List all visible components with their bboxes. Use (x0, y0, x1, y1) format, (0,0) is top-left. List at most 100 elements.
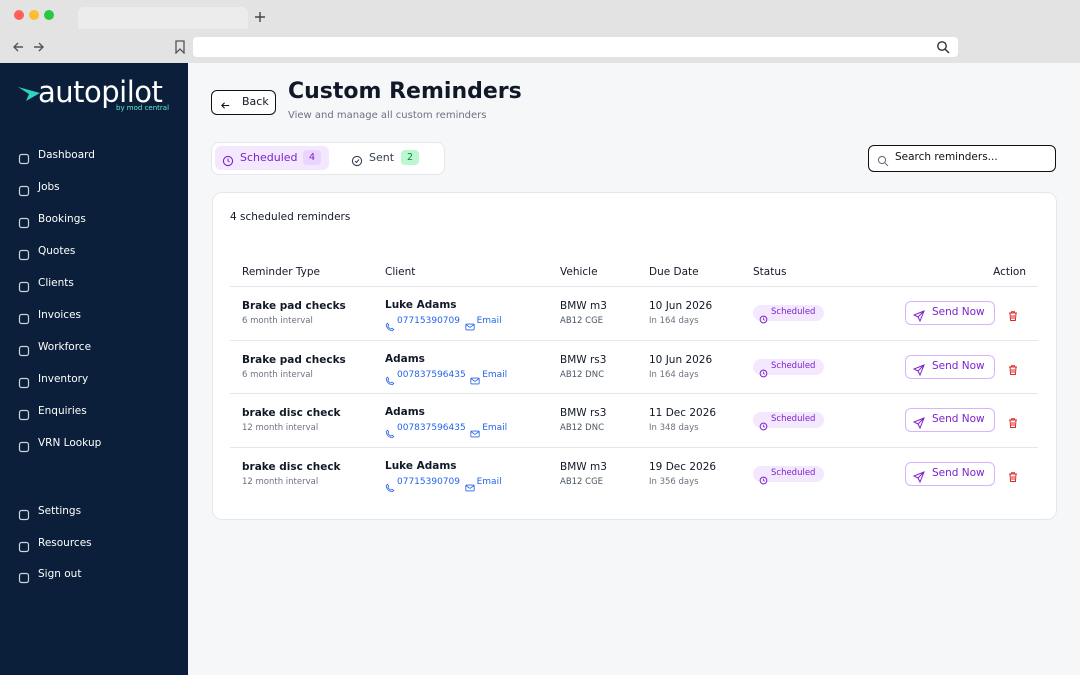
phone-icon (385, 371, 395, 385)
tab-count: 2 (401, 150, 419, 165)
tab-label[interactable]: Scheduled (240, 151, 298, 164)
send-icon (912, 414, 925, 430)
address-bar[interactable] (193, 37, 958, 57)
nav-item[interactable]: Resources (38, 537, 92, 549)
send-now-label[interactable]: Send Now (932, 467, 985, 480)
send-icon (912, 307, 925, 323)
client-email[interactable]: Email (476, 316, 502, 326)
send-now-label[interactable]: Send Now (932, 359, 985, 372)
reminder-type: Brake pad checks (242, 353, 346, 366)
nav-icon (18, 538, 30, 553)
nav-item[interactable]: Quotes (38, 245, 76, 257)
status-pill (753, 305, 824, 321)
nav-item[interactable]: Enquiries (38, 405, 87, 417)
send-icon (912, 468, 925, 484)
client-email[interactable]: Email (482, 423, 508, 434)
delete-icon[interactable] (1007, 414, 1019, 429)
nav-item[interactable]: Inventory (38, 373, 89, 385)
search-box[interactable] (868, 145, 1056, 172)
delete-icon[interactable] (1007, 307, 1019, 321)
reminder-interval: 6 month interval (242, 369, 313, 380)
client-phone[interactable]: 007837596435 (397, 369, 466, 380)
nav-item[interactable]: Workforce (38, 341, 92, 353)
nav-icon (18, 214, 30, 229)
header-divider (230, 286, 1038, 287)
back-button[interactable] (211, 90, 276, 115)
nav-icon (18, 438, 30, 453)
brand-tagline: by mod central (116, 104, 170, 112)
client-phone[interactable]: 007837596435 (397, 423, 466, 434)
reminder-interval: 6 month interval (242, 316, 313, 326)
nav-item[interactable]: Dashboard (38, 149, 95, 161)
status-label: Scheduled (771, 468, 816, 479)
row-divider (230, 446, 1038, 448)
email-icon (465, 478, 475, 492)
browser-tab[interactable] (78, 7, 248, 29)
vehicle-model: BMW m3 (560, 461, 607, 474)
client-phone[interactable]: 07715390709 (397, 316, 460, 326)
reminder-type: Brake pad checks (242, 300, 346, 312)
reminder-type: brake disc check (242, 461, 341, 474)
reminder-interval: 12 month interval (242, 423, 319, 434)
maximize-dot[interactable] (44, 10, 54, 20)
client-email[interactable]: Email (482, 369, 508, 380)
phone-icon (385, 424, 395, 439)
nav-arrows[interactable] (12, 40, 52, 54)
row-divider (230, 339, 1038, 341)
nav-item[interactable]: Jobs (38, 181, 60, 193)
due-date: 10 Jun 2026 (649, 300, 713, 312)
phone-icon (385, 317, 395, 332)
search-icon (877, 152, 889, 167)
send-now-label[interactable]: Send Now (932, 413, 985, 426)
status-label: Scheduled (771, 307, 816, 317)
minimize-dot[interactable] (29, 10, 39, 20)
client-name: Luke Adams (385, 460, 457, 473)
nav-icon (18, 150, 30, 165)
nav-item[interactable]: Settings (38, 505, 82, 517)
back-label[interactable]: Back (242, 95, 269, 108)
browser-chrome (0, 0, 1080, 63)
status-pill (753, 412, 824, 429)
email-icon (465, 317, 475, 331)
close-dot[interactable] (14, 10, 24, 20)
nav-item[interactable]: Invoices (38, 309, 82, 321)
client-phone[interactable]: 07715390709 (397, 477, 460, 488)
nav-item[interactable]: Sign out (38, 568, 82, 580)
tab-label[interactable]: Sent (369, 151, 395, 164)
send-now-label[interactable]: Send Now (932, 306, 985, 318)
nav-icon (18, 569, 30, 584)
nav-item[interactable]: Clients (38, 277, 74, 289)
delete-icon[interactable] (1007, 468, 1019, 483)
sidebar: autopilot by mod central (0, 63, 188, 675)
due-in: In 356 days (649, 477, 699, 488)
status-icon (759, 309, 768, 324)
delete-icon[interactable] (1007, 361, 1019, 375)
nav-icon (18, 246, 30, 261)
status-label: Scheduled (771, 360, 816, 371)
nav-icon (18, 310, 30, 325)
nav-icon (18, 406, 30, 421)
new-tab-icon[interactable] (254, 11, 266, 23)
column-header: Client (385, 266, 416, 278)
due-in: In 164 days (649, 316, 699, 326)
status-pill (753, 466, 824, 483)
nav-item[interactable]: VRN Lookup (38, 437, 102, 449)
due-in: In 164 days (649, 369, 699, 380)
search-icon (937, 41, 950, 54)
page-title: Custom Reminders (288, 79, 522, 104)
client-email[interactable]: Email (476, 477, 502, 488)
bookmark-icon[interactable] (174, 40, 186, 54)
reminder-type: brake disc check (242, 407, 341, 420)
phone-icon (385, 478, 395, 493)
nav-item[interactable]: Bookings (38, 213, 86, 225)
status-icon (759, 363, 768, 378)
nav-icon (18, 182, 30, 197)
tab-count: 4 (303, 150, 321, 165)
client-name: Luke Adams (385, 299, 457, 311)
logo-mark (18, 87, 40, 101)
column-header: Due Date (649, 266, 699, 278)
vehicle-reg: AB12 CGE (560, 316, 604, 326)
tab-icon (222, 152, 234, 167)
